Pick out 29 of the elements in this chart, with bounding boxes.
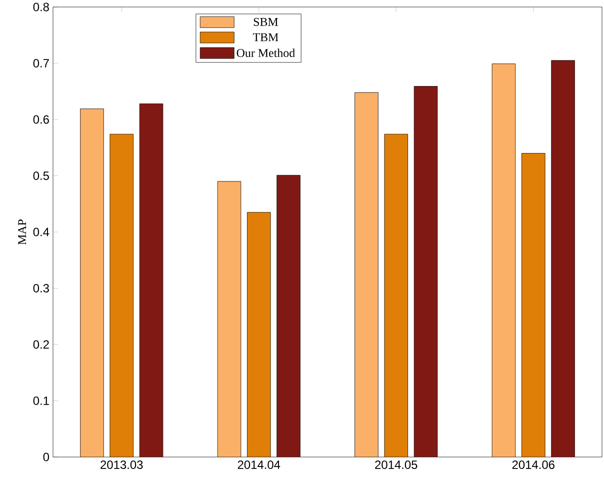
x-tick-label: 2013.03 <box>100 460 143 469</box>
x-tick-label: 2014.04 <box>238 460 280 469</box>
y-tick-label: 0.8 <box>33 2 49 12</box>
y-tick-label: 0.1 <box>33 396 49 405</box>
y-axis-title: MAP <box>18 220 26 245</box>
bar <box>80 108 104 457</box>
legend-label: TBM <box>252 33 278 42</box>
x-tick-label: 2014.06 <box>512 460 554 469</box>
y-tick-label: 0.5 <box>33 172 49 180</box>
legend-label: Our Method <box>236 48 295 58</box>
bar <box>551 60 575 457</box>
y-tick-label: 0.6 <box>33 115 49 124</box>
y-tick-label: 0.4 <box>33 228 50 236</box>
bar <box>139 104 164 457</box>
y-tick-label: 0.2 <box>33 340 49 349</box>
bar <box>110 134 134 457</box>
bar <box>247 212 271 457</box>
x-tick-label: 2014.05 <box>375 460 418 469</box>
bar <box>414 86 438 457</box>
bar <box>217 181 242 457</box>
legend-label: SBM <box>254 18 278 26</box>
bar <box>522 153 546 457</box>
bar <box>276 174 300 457</box>
y-tick-label: 0 <box>43 452 50 462</box>
bar <box>354 92 378 457</box>
y-tick-label: 0.3 <box>33 284 49 292</box>
y-tick-label: 0.7 <box>33 59 49 68</box>
bar <box>384 134 408 457</box>
bar <box>492 64 516 457</box>
